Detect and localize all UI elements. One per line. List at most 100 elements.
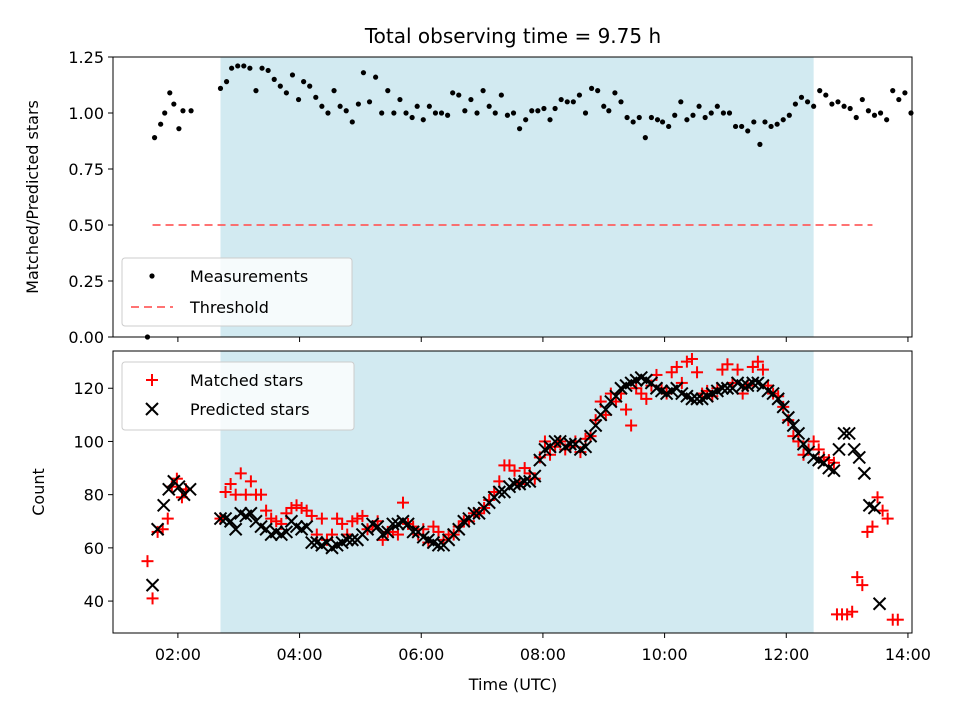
top-y-axis-label: Matched/Predicted stars xyxy=(23,100,42,294)
matched-star-point xyxy=(721,358,734,371)
matched-star-point xyxy=(866,520,879,533)
matched-star-point xyxy=(224,478,237,491)
measurement-point xyxy=(385,88,391,94)
measurement-point xyxy=(241,63,247,69)
predicted-star-point xyxy=(517,474,532,489)
measurement-point xyxy=(642,135,648,141)
measurement-point xyxy=(751,119,757,125)
measurement-point xyxy=(283,90,289,96)
predicted-star-point xyxy=(578,440,593,454)
matched-star-point xyxy=(432,525,445,538)
measurement-point xyxy=(582,110,589,116)
measurement-point xyxy=(774,121,780,127)
measurement-point xyxy=(289,72,296,78)
matched-star-point xyxy=(876,504,889,517)
top-legend: Measurements Threshold xyxy=(121,257,353,327)
measurement-point xyxy=(229,65,235,71)
matched-star-point xyxy=(346,515,359,528)
measurement-point xyxy=(726,110,733,116)
measurement-point xyxy=(450,90,456,96)
predicted-star-point xyxy=(406,525,420,539)
xtick-label: 12:00 xyxy=(763,645,809,664)
top-ytick-label: 0.75 xyxy=(68,160,104,179)
matched-star-point xyxy=(691,366,704,379)
measurement-point xyxy=(829,101,835,107)
legend-matched-label: Matched stars xyxy=(190,371,303,390)
bottom-ytick-label: 100 xyxy=(73,432,104,451)
predicted-star-point xyxy=(832,442,846,457)
measurement-point xyxy=(414,103,420,109)
measurement-point xyxy=(337,103,343,109)
measurement-point xyxy=(373,74,379,80)
predicted-star-point xyxy=(381,525,395,539)
matched-star-point xyxy=(787,430,800,443)
legend-measurements-label: Measurements xyxy=(190,267,308,286)
matched-star-point xyxy=(670,360,683,373)
measurement-point xyxy=(896,96,902,103)
measurement-point xyxy=(331,88,337,94)
measurement-point xyxy=(366,99,373,105)
matched-star-point xyxy=(255,488,268,501)
measurement-point xyxy=(768,123,774,130)
matched-star-point xyxy=(635,387,648,400)
x-axis-label: Time (UTC) xyxy=(468,675,557,694)
predicted-star-point xyxy=(720,381,735,395)
measurement-point xyxy=(176,126,182,132)
matched-star-point xyxy=(680,355,693,368)
predicted-star-point xyxy=(156,498,171,513)
predicted-star-point xyxy=(599,402,613,417)
measurement-point xyxy=(349,119,355,125)
matched-star-point xyxy=(881,512,894,525)
matched-star-point xyxy=(751,355,764,368)
matched-star-point xyxy=(807,435,820,448)
measurement-point xyxy=(659,119,666,125)
predicted-star-point xyxy=(340,533,354,547)
measurement-point xyxy=(720,110,727,116)
matched-star-point xyxy=(351,512,364,525)
predicted-star-point xyxy=(223,514,238,528)
matched-star-point xyxy=(260,504,273,517)
measurement-point xyxy=(403,110,409,116)
measurement-point xyxy=(552,105,558,112)
matched-star-point xyxy=(685,352,698,365)
top-ytick-label: 0.00 xyxy=(68,328,104,347)
xtick-label: 10:00 xyxy=(642,645,688,664)
measurement-point xyxy=(325,110,331,116)
matched-star-point xyxy=(731,363,744,376)
xtick-label: 02:00 xyxy=(155,645,201,664)
matched-star-point xyxy=(219,486,232,498)
measurement-point xyxy=(714,103,720,109)
top-ytick-label: 1.00 xyxy=(68,104,104,123)
measurement-point xyxy=(890,88,896,94)
measurement-point xyxy=(379,110,385,116)
matched-star-point xyxy=(315,512,328,525)
matched-star-point xyxy=(427,520,440,533)
measurement-point xyxy=(757,141,763,147)
matched-star-point xyxy=(503,459,516,472)
bottom-ytick-label: 80 xyxy=(84,486,104,505)
bottom-legend-box xyxy=(121,361,355,431)
predicted-star-point xyxy=(781,410,796,425)
measurement-point xyxy=(498,92,504,98)
measurement-point xyxy=(343,108,349,114)
measurement-point xyxy=(666,123,672,130)
predicted-star-point xyxy=(386,517,400,531)
measurement-point xyxy=(301,79,307,85)
bottom-panel: 40 60 80 100 120 02:00 04:00 06:00 08:00 10:00 12… xyxy=(29,350,931,694)
predicted-star-point xyxy=(776,400,790,414)
measurement-point xyxy=(158,121,164,127)
measurement-point xyxy=(510,110,517,116)
matched-star-point xyxy=(265,512,278,525)
measurement-point xyxy=(696,103,702,109)
matched-star-point xyxy=(518,462,531,475)
predicted-star-point xyxy=(345,533,360,547)
top-points-layer xyxy=(144,63,914,340)
measurement-point xyxy=(247,65,253,71)
measurement-point xyxy=(684,117,690,123)
matched-star-point xyxy=(841,608,854,621)
measurement-point xyxy=(529,108,535,114)
measurement-point xyxy=(313,94,319,100)
measurement-point xyxy=(871,112,878,118)
matched-star-point xyxy=(797,448,810,461)
predicted-star-point xyxy=(299,519,314,534)
